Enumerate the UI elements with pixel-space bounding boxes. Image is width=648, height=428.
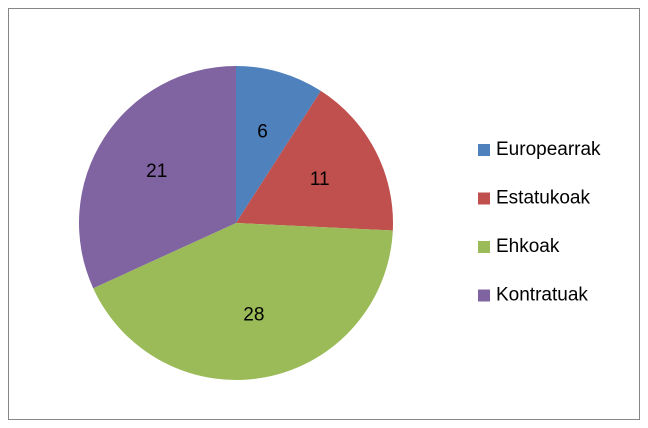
pie-slice — [93, 223, 393, 380]
pie-slice — [236, 90, 393, 231]
legend-swatch — [478, 144, 490, 156]
data-label: 11 — [310, 169, 330, 190]
legend-label: Estatukoak — [496, 188, 590, 209]
legend-swatch — [478, 241, 490, 253]
legend-swatch — [478, 289, 490, 302]
legend-label: Europearrak — [496, 139, 601, 160]
data-label: 28 — [243, 305, 264, 326]
data-label: 21 — [146, 161, 167, 182]
data-label: 6 — [257, 122, 268, 143]
legend-swatch — [478, 192, 490, 205]
pie-slice — [78, 66, 237, 289]
legend-label: Ehkoak — [496, 236, 560, 257]
pie-slice — [236, 66, 321, 223]
legend-label: Kontratuak — [496, 285, 588, 306]
